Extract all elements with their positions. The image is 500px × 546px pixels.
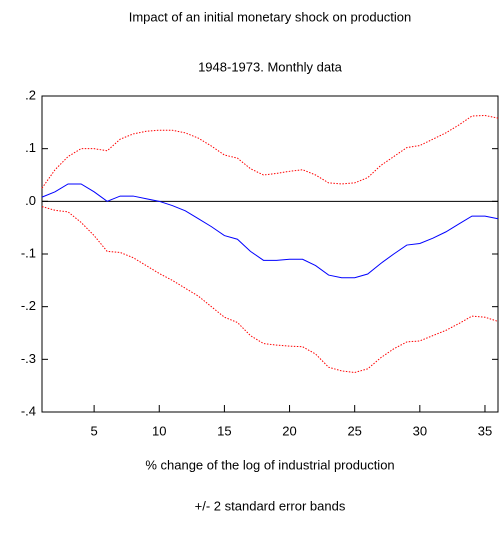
y-tick-label: -.3 <box>21 351 36 366</box>
y-tick-label: .0 <box>25 193 36 208</box>
x-tick-label: 20 <box>282 423 296 438</box>
y-tick-label: .2 <box>25 87 36 102</box>
x-tick-label: 15 <box>217 423 231 438</box>
series-line <box>41 183 499 279</box>
note: +/- 2 standard error bands <box>195 498 346 513</box>
x-tick-label: 30 <box>413 423 427 438</box>
y-tick-label: -.1 <box>21 245 36 260</box>
x-tick-label: 5 <box>90 423 97 438</box>
series-line <box>41 114 499 189</box>
x-axis-label: % change of the log of industrial produc… <box>145 457 394 472</box>
chart-subtitle: 1948-1973. Monthly data <box>198 59 343 74</box>
chart-title: Impact of an initial monetary shock on p… <box>129 9 412 24</box>
x-tick-label: 10 <box>152 423 166 438</box>
plot-frame <box>41 95 499 413</box>
y-tick-label: .1 <box>25 140 36 155</box>
x-tick-label: 35 <box>478 423 492 438</box>
y-tick-label: -.4 <box>21 403 36 418</box>
x-tick-label: 25 <box>347 423 361 438</box>
y-tick-label: -.2 <box>21 298 36 313</box>
series-line <box>41 206 499 374</box>
